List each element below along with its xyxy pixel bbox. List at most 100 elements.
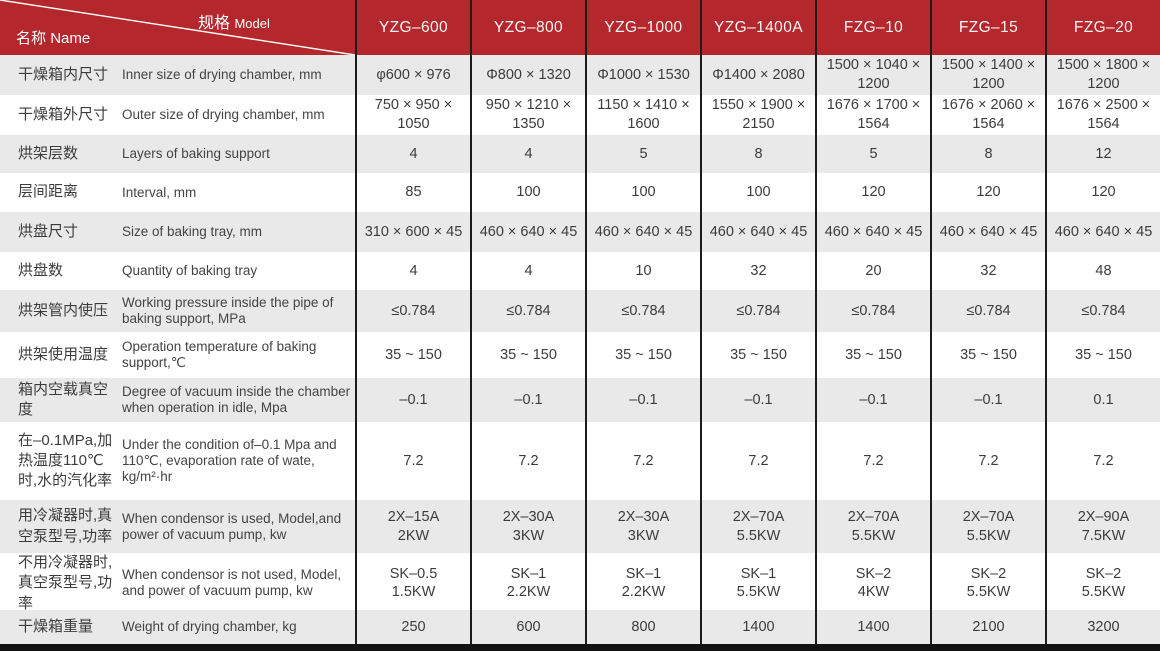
value-cell: –0.1: [585, 378, 700, 422]
value-cell: 120: [930, 173, 1045, 212]
value-cell: SK–1 2.2KW: [470, 553, 585, 614]
value-cell: 1400: [815, 610, 930, 644]
value-cell: 2X–15A 2KW: [355, 500, 470, 553]
row-label-cn: 烘盘尺寸: [18, 222, 79, 240]
value-cell: 2X–30A 3KW: [470, 500, 585, 553]
row-label-cn: 在–0.1MPa,加热温度110℃时,水的汽化率: [18, 431, 113, 490]
table-row: 烘架层数 Layers of baking support 4 4 5 8 5 8 12: [0, 135, 1160, 173]
row-label-en: When condensor is used, Model,and power …: [122, 510, 342, 542]
row-label-en: Under the condition of–0.1 Mpa and 110℃,…: [122, 437, 337, 484]
row-label-cell: 烘架管内使压 Working pressure inside the pipe o…: [0, 290, 355, 332]
value-cell: –0.1: [930, 378, 1045, 422]
table-row: 烘架管内使压 Working pressure inside the pipe o…: [0, 290, 1160, 332]
value-cell: 4: [355, 252, 470, 290]
value-cell: 100: [470, 173, 585, 212]
row-label-en: Operation temperature of baking support,…: [122, 339, 317, 370]
table-body: 干燥箱内尺寸 Inner size of drying chamber, mm φ6…: [0, 55, 1160, 644]
value-cell: Φ1000 × 1530: [585, 55, 700, 95]
value-cell: 460 × 640 × 45: [930, 212, 1045, 252]
row-label-cell: 烘盘尺寸 Size of baking tray, mm: [0, 212, 355, 252]
value-cell: 2X–70A 5.5KW: [815, 500, 930, 553]
value-cell: ≤0.784: [355, 290, 470, 332]
row-label-en: When condensor is not used, Model, and p…: [122, 567, 342, 599]
value-cell: 120: [1045, 173, 1160, 212]
value-cell: 1400: [700, 610, 815, 644]
row-label-en: Working pressure inside the pipe of baki…: [122, 295, 334, 326]
value-cell: 2X–90A 7.5KW: [1045, 500, 1160, 553]
value-cell: φ600 × 976: [355, 55, 470, 95]
value-cell: 2100: [930, 610, 1045, 644]
value-cell: 35 ~ 150: [470, 332, 585, 378]
value-cell: 2X–70A 5.5KW: [700, 500, 815, 553]
value-cell: 0.1: [1045, 378, 1160, 422]
row-label-cell: 干燥箱外尺寸 Outer size of drying chamber, mm: [0, 95, 355, 135]
value-cell: 32: [930, 252, 1045, 290]
row-label-cell: 干燥箱重量 Weight of drying chamber, kg: [0, 610, 355, 644]
value-cell: 460 × 640 × 45: [470, 212, 585, 252]
value-cell: 4: [470, 252, 585, 290]
row-label-en: Degree of vacuum inside the chamber when…: [122, 384, 351, 415]
value-cell: 35 ~ 150: [1045, 332, 1160, 378]
value-cell: 460 × 640 × 45: [585, 212, 700, 252]
row-label-cn: 烘盘数: [18, 261, 64, 279]
row-label-cn: 不用冷凝器时,真空泵型号,功率: [18, 554, 113, 612]
value-cell: 35 ~ 150: [700, 332, 815, 378]
corner-header-cell: 规格 Model 名称 Name: [0, 0, 355, 55]
value-cell: 20: [815, 252, 930, 290]
value-cell: 100: [585, 173, 700, 212]
value-cell: 1676 × 1700 × 1564: [815, 95, 930, 135]
table-row: 用冷凝器时,真空泵型号,功率 When condensor is used, Mo…: [0, 500, 1160, 553]
value-cell: 2X–70A 5.5KW: [930, 500, 1045, 553]
value-cell: 35 ~ 150: [815, 332, 930, 378]
value-cell: 1150 × 1410 × 1600: [585, 95, 700, 135]
table-row: 箱内空载真空度 Degree of vacuum inside the chamb…: [0, 378, 1160, 422]
table-row: 在–0.1MPa,加热温度110℃时,水的汽化率 Under the condit…: [0, 422, 1160, 500]
value-cell: 1500 × 1400 × 1200: [930, 55, 1045, 95]
value-cell: 2X–30A 3KW: [585, 500, 700, 553]
value-cell: 800: [585, 610, 700, 644]
corner-model-cn: 规格: [198, 15, 231, 32]
value-cell: 3200: [1045, 610, 1160, 644]
row-label-cn: 烘架层数: [18, 144, 79, 162]
value-cell: 5: [815, 135, 930, 173]
value-cell: 32: [700, 252, 815, 290]
model-header: FZG–15: [930, 0, 1045, 55]
value-cell: 310 × 600 × 45: [355, 212, 470, 252]
row-label-en: Size of baking tray, mm: [122, 224, 263, 240]
model-header: YZG–600: [355, 0, 470, 55]
model-header: FZG–10: [815, 0, 930, 55]
model-header: FZG–20: [1045, 0, 1160, 55]
table-row: 烘架使用温度 Operation temperature of baking su…: [0, 332, 1160, 378]
row-label-cn: 干燥箱外尺寸: [18, 105, 109, 123]
value-cell: 35 ~ 150: [930, 332, 1045, 378]
value-cell: 8: [930, 135, 1045, 173]
value-cell: 5: [585, 135, 700, 173]
value-cell: ≤0.784: [1045, 290, 1160, 332]
row-label-cell: 不用冷凝器时,真空泵型号,功率 When condensor is not use…: [0, 553, 355, 614]
value-cell: ≤0.784: [470, 290, 585, 332]
value-cell: –0.1: [470, 378, 585, 422]
corner-name-cn: 名称: [16, 30, 47, 47]
model-header: YZG–1400A: [700, 0, 815, 55]
row-label-en: Interval, mm: [122, 184, 197, 200]
row-label-cn: 干燥箱内尺寸: [18, 65, 109, 83]
value-cell: 950 × 1210 × 1350: [470, 95, 585, 135]
value-cell: 10: [585, 252, 700, 290]
table-row: 烘盘尺寸 Size of baking tray, mm 310 × 600 × 4…: [0, 212, 1160, 252]
row-label-en: Quantity of baking tray: [122, 263, 258, 279]
value-cell: 460 × 640 × 45: [815, 212, 930, 252]
value-cell: 85: [355, 173, 470, 212]
value-cell: Φ800 × 1320: [470, 55, 585, 95]
value-cell: 100: [700, 173, 815, 212]
value-cell: 4: [355, 135, 470, 173]
corner-name-label: 名称 Name: [16, 27, 90, 48]
row-label-cn: 烘架使用温度: [18, 345, 109, 363]
diagonal-divider-line: [0, 0, 355, 55]
value-cell: 35 ~ 150: [585, 332, 700, 378]
table-bottom-border: [0, 644, 1160, 651]
row-label-en: Layers of baking support: [122, 146, 270, 162]
value-cell: 7.2: [700, 422, 815, 500]
value-cell: ≤0.784: [815, 290, 930, 332]
row-label-cell: 箱内空载真空度 Degree of vacuum inside the chamb…: [0, 378, 355, 422]
row-label-cn: 烘架管内使压: [18, 301, 109, 319]
